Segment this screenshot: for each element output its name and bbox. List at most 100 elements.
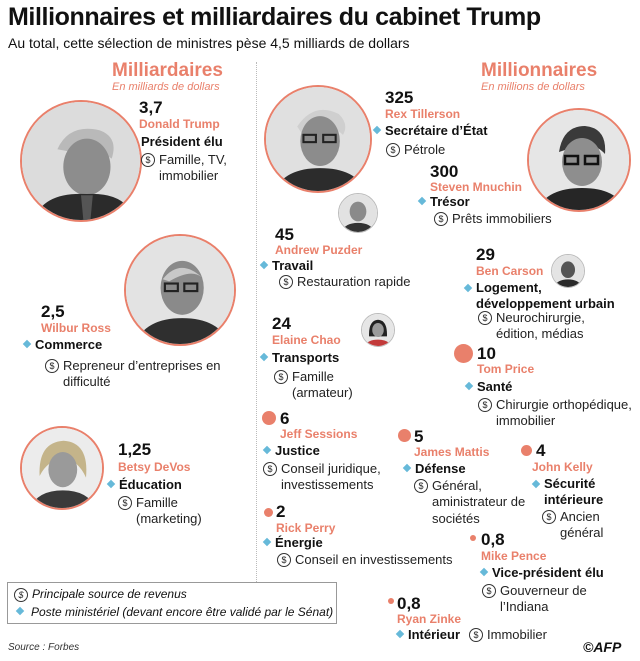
dollar-circle-icon: $ <box>141 153 155 167</box>
post-james-mattis: Défense <box>402 461 466 477</box>
dollar-circle-icon: $ <box>469 628 483 642</box>
name-steven-mnuchin: Steven Mnuchin <box>430 180 523 194</box>
page-title: Millionnaires et milliardaires du cabine… <box>8 3 541 31</box>
portrait-elaine-chao <box>361 313 395 347</box>
name-james-mattis: James Mattis <box>414 445 490 459</box>
value-james-mattis: 5 <box>414 427 424 446</box>
value-bubble <box>398 429 411 442</box>
value-ryan-zinke: 0,8 <box>397 594 421 613</box>
name-betsy-devos: Betsy DeVos <box>118 460 191 474</box>
post-tom-price: Santé <box>464 379 513 395</box>
post-text: Trésor <box>430 194 470 209</box>
post-text: Énergie <box>275 535 323 550</box>
name-rick-perry: Rick Perry <box>276 521 336 535</box>
diamond-icon <box>464 381 474 391</box>
value-donald-trump: 3,7 <box>139 98 163 117</box>
source-mike-pence: $ Gouverneur de l’Indiana <box>482 583 610 616</box>
source-text: Famille (armateur) <box>292 369 353 401</box>
post-steven-mnuchin: Trésor <box>417 194 470 210</box>
diamond-icon <box>417 196 427 206</box>
post-rick-perry: Énergie <box>262 535 323 551</box>
post-text: Secrétaire d’État <box>385 123 488 138</box>
dollar-circle-icon: $ <box>274 370 288 384</box>
value-rick-perry: 2 <box>276 502 286 521</box>
post-rex-tillerson: Secrétaire d’État <box>372 123 488 139</box>
value-rex-tillerson: 325 <box>385 88 414 107</box>
portrait-wilbur-ross <box>124 234 236 346</box>
post-mike-pence: Vice-président élu <box>479 565 604 581</box>
legend-item-source: $ Principale source de revenus <box>14 587 187 602</box>
source-text: Prêts immobiliers <box>452 211 552 226</box>
dollar-circle-icon: $ <box>263 462 277 476</box>
value-bubble <box>262 411 276 425</box>
name-wilbur-ross: Wilbur Ross <box>41 321 111 335</box>
diamond-icon <box>372 125 382 135</box>
portrait-icon <box>22 428 102 508</box>
post-betsy-devos: Éducation <box>106 477 182 493</box>
dollar-circle-icon: $ <box>45 359 59 373</box>
name-jeff-sessions: Jeff Sessions <box>280 427 358 441</box>
source-text: Immobilier <box>487 627 547 642</box>
dollar-circle-icon: $ <box>478 311 492 325</box>
post-john-kelly: Sécurité intérieure <box>531 476 613 507</box>
source-text: Neurochirurgie, édition, médias <box>496 310 585 342</box>
post-ryan-zinke: Intérieur <box>395 627 461 643</box>
post-text: Justice <box>275 443 320 458</box>
column-divider <box>256 62 257 582</box>
source-andrew-puzder: $ Restauration rapide <box>279 274 411 290</box>
value-steven-mnuchin: 300 <box>430 162 459 181</box>
portrait-donald-trump <box>20 100 142 222</box>
source-text: Famille, TV, immobilier <box>159 152 227 184</box>
source-text: Repreneur d’entreprises en difficulté <box>63 358 221 390</box>
legend-label: Principale source de revenus <box>32 587 187 601</box>
afp-logo: ©AFP <box>583 639 622 655</box>
legend-label: Poste ministériel (devant encore être va… <box>31 605 334 619</box>
post-wilbur-ross: Commerce <box>22 337 102 353</box>
diamond-icon <box>395 629 405 639</box>
post-text: Santé <box>477 379 513 394</box>
name-tom-price: Tom Price <box>477 362 535 376</box>
source-text: Conseil en investissements <box>295 552 453 567</box>
diamond-icon <box>106 479 116 489</box>
diamond-icon <box>22 339 32 349</box>
value-jeff-sessions: 6 <box>280 409 290 428</box>
portrait-ben-carson <box>551 254 585 288</box>
diamond-icon <box>479 567 489 577</box>
post-text: Transports <box>272 350 340 365</box>
portrait-icon <box>266 87 370 191</box>
value-john-kelly: 4 <box>536 441 546 460</box>
dollar-circle-icon: $ <box>277 553 291 567</box>
source-jeff-sessions: $ Conseil juridique, investissements <box>263 461 401 494</box>
diamond-icon <box>262 537 272 547</box>
source-ben-carson: $ Neurochirurgie, édition, médias <box>478 310 626 343</box>
value-betsy-devos: 1,25 <box>118 440 152 459</box>
post-text: Intérieur <box>408 627 461 642</box>
milliardaires-unit: En milliards de dollars <box>112 81 220 93</box>
value-bubble <box>264 508 273 517</box>
name-donald-trump: Donald Trump <box>139 117 220 131</box>
source-text: Pétrole <box>404 142 446 157</box>
diamond-icon <box>259 352 269 362</box>
millionnaires-heading: Millionnaires <box>481 60 598 81</box>
value-mike-pence: 0,8 <box>481 530 505 549</box>
portrait-icon <box>529 110 629 210</box>
value-bubble <box>470 535 476 541</box>
portrait-icon <box>22 102 140 220</box>
value-bubble <box>454 344 473 363</box>
source-john-kelly: $ Ancien général <box>542 509 620 542</box>
value-bubble <box>388 598 394 604</box>
name-andrew-puzder: Andrew Puzder <box>275 243 363 257</box>
source-steven-mnuchin: $ Prêts immobiliers <box>434 211 552 227</box>
legend: $ Principale source de revenus Poste mini… <box>7 582 337 624</box>
post-jeff-sessions: Justice <box>262 443 320 459</box>
source-text: Restauration rapide <box>297 274 411 289</box>
source-text: Famille (marketing) <box>136 495 202 527</box>
post-ben-carson: Logement, développement urbain <box>463 280 625 311</box>
post-andrew-puzder: Travail <box>259 258 313 274</box>
dollar-circle-icon: $ <box>386 143 400 157</box>
portrait-steven-mnuchin <box>527 108 631 212</box>
source-donald-trump: $ Famille, TV, immobilier <box>141 152 251 185</box>
source-text: Général, aministrateur de sociétés <box>432 478 526 526</box>
portrait-icon <box>552 255 584 287</box>
dollar-circle-icon: $ <box>478 398 492 412</box>
